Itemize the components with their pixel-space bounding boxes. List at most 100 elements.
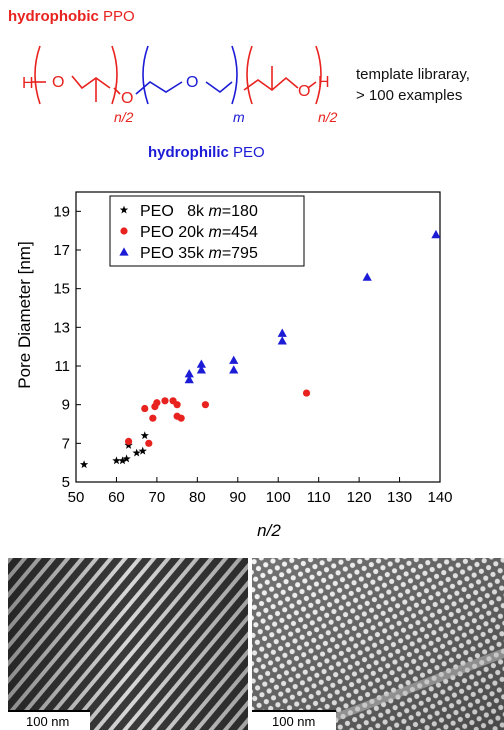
atom-o1: O: [52, 74, 64, 91]
tem-hexagonal-texture: [252, 558, 504, 730]
data-point-star: [79, 460, 89, 469]
data-point-star: [118, 456, 127, 465]
plot-border: [75, 191, 441, 483]
y-tick-label: 11: [54, 358, 70, 375]
hydrophobic-label: hydrophobic PPO: [8, 8, 135, 25]
ppo-left-open-paren: [34, 45, 41, 105]
tem-lamellar-texture: [8, 558, 248, 730]
tem-image-lamellar: 100 nm: [8, 558, 248, 730]
data-point-triangle: [196, 365, 206, 374]
axis-ticks: 50 60 70 80 90 100 110 120 130 140 5 7 9 11 13 15 17 19: [53, 203, 452, 506]
x-tick-label: 50: [68, 489, 85, 506]
y-axis-label: Pore Diameter [nm]: [15, 241, 34, 388]
data-point-triangle: [196, 359, 206, 368]
data-point-triangle: [277, 336, 287, 345]
data-point-circle: [173, 401, 181, 409]
data-point-triangle: [431, 229, 441, 239]
y-tick-label: 5: [62, 474, 70, 491]
scale-bar-left-line: [8, 710, 90, 712]
ppo-word: PPO: [98, 8, 135, 25]
legend-label: PEO 35k m=795: [140, 245, 258, 262]
data-point-circle: [161, 397, 169, 405]
pore-diameter-chart: 50 60 70 80 90 100 110 120 130 140 5 7 9 11 13 15 17 19 P…: [15, 191, 453, 540]
data-point-triangle: [229, 365, 239, 374]
ppo-left-close-paren: [111, 45, 118, 105]
data-point-triangle: [184, 369, 194, 378]
data-point-star: [132, 448, 141, 457]
tem-image-hexagonal: 100 nm: [252, 558, 504, 730]
data-point-circle: [141, 404, 149, 413]
hydrophobic-word: hydrophobic: [8, 8, 99, 25]
atom-o4: O: [298, 83, 310, 100]
data-point-circle: [177, 414, 185, 422]
bond-o4-h: [307, 81, 317, 89]
peo-word: PEO: [228, 144, 265, 161]
subscript-n2-left: n/2: [114, 109, 134, 125]
atom-h-left: H: [22, 75, 34, 92]
legend-label: PEO 20k m=454: [140, 224, 258, 241]
x-tick-label: 110: [307, 489, 331, 506]
data-point-star: [122, 454, 131, 463]
template-note: template libraray, > 100 examples: [356, 64, 470, 106]
legend: PEO 8k m=180 PEO 20k m=454 PEO 35k m=795: [109, 195, 305, 267]
data-point-circle: [153, 399, 161, 407]
ppo-left-backbone: [71, 75, 111, 90]
subscript-m: m: [233, 109, 245, 125]
scale-label-left: 100 nm: [26, 714, 70, 729]
data-point-star: [112, 456, 121, 465]
data-point-circle: [302, 389, 311, 397]
peo-close-paren: [231, 45, 238, 105]
y-tick-label: 9: [62, 397, 70, 414]
data-point-circle: [145, 439, 153, 447]
data-point-circle: [149, 414, 157, 422]
data-point-star: [138, 446, 147, 455]
atom-h-right: H: [318, 74, 330, 91]
data-points: [79, 229, 441, 469]
data-point-star: [140, 431, 149, 440]
data-point-triangle: [229, 355, 239, 364]
x-tick-label: 130: [387, 489, 412, 506]
legend-box: [109, 195, 305, 267]
scale-label-right: 100 nm: [272, 714, 316, 729]
y-tick-label: 13: [53, 319, 70, 336]
scale-bar-right: [252, 712, 336, 730]
data-point-triangle: [184, 374, 194, 384]
legend-marker-star: [119, 205, 129, 214]
atom-o3: O: [186, 74, 198, 91]
ppo-right-open-paren: [246, 45, 253, 105]
block-copolymer-structure: H O O O O H n/2 m n/2: [22, 45, 338, 125]
scale-bar-left: [8, 712, 90, 730]
plot-frame: [75, 191, 441, 483]
legend-label: PEO 8k m=180: [140, 203, 258, 220]
x-tick-label: 60: [108, 489, 125, 506]
hydrophilic-label: hydrophilic PEO: [148, 144, 265, 161]
x-tick-label: 70: [149, 489, 166, 506]
bond-to-o2: [113, 87, 121, 95]
y-tick-label: 19: [53, 203, 70, 220]
ppo-right-backbone: [243, 76, 299, 92]
legend-marker-circle: [120, 227, 128, 235]
subscript-n2-right: n/2: [318, 109, 338, 125]
y-tick-label: 17: [53, 242, 70, 259]
ppo-right-close-paren: [315, 45, 322, 105]
data-point-circle: [201, 401, 210, 409]
x-tick-label: 120: [347, 489, 372, 506]
y-tick-label: 15: [53, 281, 70, 298]
data-point-circle: [124, 437, 133, 445]
hydrophilic-word: hydrophilic: [148, 144, 229, 161]
peo-open-paren: [142, 45, 149, 105]
y-tick-label: 7: [62, 435, 70, 452]
peo-backbone-1: [135, 81, 183, 95]
peo-backbone-2: [205, 81, 233, 94]
x-tick-label: 140: [427, 489, 452, 506]
x-tick-label: 100: [266, 489, 291, 506]
template-note-line2: > 100 examples: [356, 87, 463, 104]
grain-boundary: [292, 648, 504, 730]
x-axis-label: n/2: [257, 521, 281, 540]
legend-marker-triangle: [119, 247, 129, 256]
data-point-triangle: [362, 272, 372, 281]
template-note-line1: template libraray,: [356, 66, 470, 83]
data-point-triangle: [277, 328, 287, 337]
x-tick-label: 80: [189, 489, 206, 506]
x-tick-label: 90: [229, 489, 246, 506]
